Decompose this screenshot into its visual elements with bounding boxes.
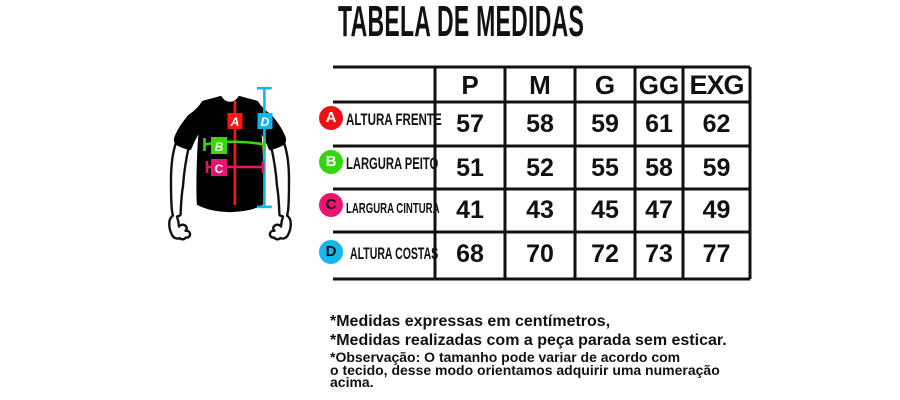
svg-text:A: A [230, 115, 240, 129]
svg-text:C: C [215, 162, 224, 176]
svg-text:D: D [261, 115, 270, 129]
svg-text:B: B [215, 140, 224, 154]
